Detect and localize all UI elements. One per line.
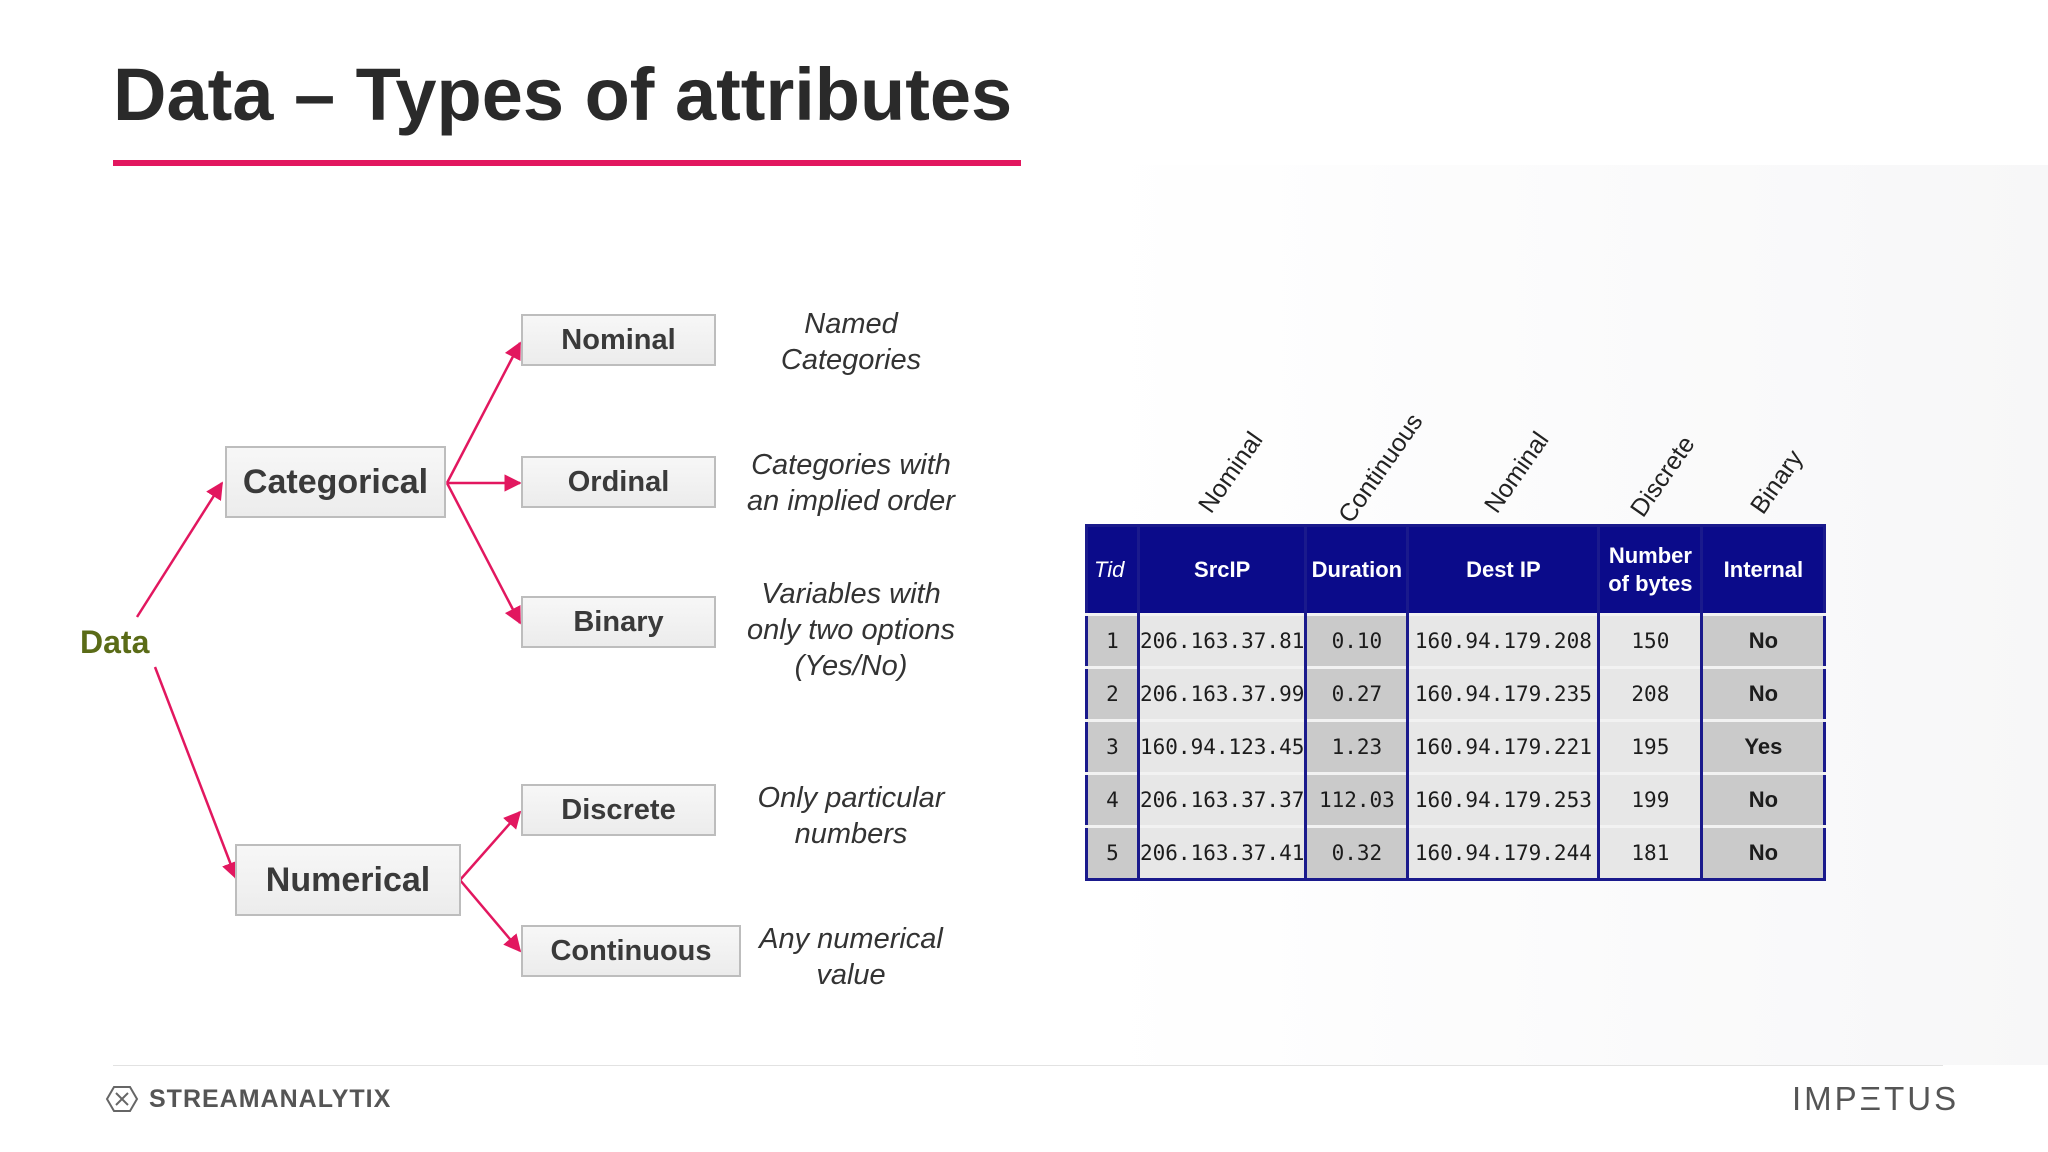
footer-divider xyxy=(113,1065,1943,1066)
cell-bytes: 208 xyxy=(1597,666,1702,721)
node-ordinal: Ordinal xyxy=(521,456,716,508)
cell-destip: 160.94.179.253 xyxy=(1406,772,1599,827)
arrow-numerical-continuous xyxy=(459,879,522,953)
cell-bytes: 181 xyxy=(1597,825,1702,880)
node-categorical: Categorical xyxy=(225,446,446,518)
header-bytes: Number of bytes xyxy=(1597,525,1702,615)
arrow-data-categorical xyxy=(135,481,224,618)
cell-internal: Yes xyxy=(1700,719,1825,774)
streamanalytix-wordmark: STREAMANALYTIX xyxy=(149,1084,392,1113)
desc-ordinal-line-2: an implied order xyxy=(747,485,955,517)
header-internal: Internal xyxy=(1700,525,1825,615)
table-row: 4 206.163.37.37 112.03 160.94.179.253 19… xyxy=(1086,772,1825,827)
cell-destip: 160.94.179.235 xyxy=(1406,666,1599,721)
desc-nominal-line-2: Categories xyxy=(780,344,922,376)
desc-discrete: Only particular numbers xyxy=(721,780,981,852)
cell-bytes: 195 xyxy=(1597,719,1702,774)
cell-internal: No xyxy=(1700,613,1825,668)
arrow-numerical-discrete xyxy=(459,810,522,881)
node-discrete: Discrete xyxy=(521,784,716,836)
node-binary: Binary xyxy=(521,596,716,648)
cell-duration: 0.10 xyxy=(1304,613,1408,668)
cell-tid: 2 xyxy=(1086,666,1139,721)
arrow-categorical-nominal xyxy=(445,341,522,484)
desc-binary-line-3: (Yes/No) xyxy=(794,650,908,682)
desc-discrete-line-2: numbers xyxy=(794,818,908,850)
header-destip: Dest IP xyxy=(1406,525,1599,615)
tree-root-data: Data xyxy=(80,624,150,660)
cell-srcip: 206.163.37.41 xyxy=(1136,825,1306,880)
cell-internal: No xyxy=(1700,666,1825,721)
table-row: 3 160.94.123.45 1.23 160.94.179.221 195 … xyxy=(1086,719,1825,774)
node-numerical: Numerical xyxy=(235,844,461,916)
cell-srcip: 206.163.37.37 xyxy=(1136,772,1306,827)
desc-ordinal: Categories with an implied order xyxy=(721,447,981,519)
header-tid: Tid xyxy=(1086,525,1139,615)
table-row: 1 206.163.37.81 0.10 160.94.179.208 150 … xyxy=(1086,613,1825,668)
header-bytes-line-1: Number xyxy=(1608,543,1692,568)
desc-ordinal-line-1: Categories with xyxy=(751,449,951,481)
streamanalytix-icon xyxy=(105,1086,139,1112)
data-table: Tid SrcIP Duration Dest IP Number of byt… xyxy=(1085,524,1827,881)
desc-binary: Variables with only two options (Yes/No) xyxy=(721,576,981,684)
cell-tid: 1 xyxy=(1086,613,1139,668)
cell-srcip: 160.94.123.45 xyxy=(1136,719,1306,774)
header-duration: Duration xyxy=(1304,525,1408,615)
node-continuous: Continuous xyxy=(521,925,741,977)
cell-tid: 4 xyxy=(1086,772,1139,827)
cell-bytes: 199 xyxy=(1597,772,1702,827)
table-row: 5 206.163.37.41 0.32 160.94.179.244 181 … xyxy=(1086,825,1825,880)
cell-duration: 112.03 xyxy=(1304,772,1408,827)
desc-continuous-line-1: Any numerical xyxy=(759,923,943,955)
slide-title: Data – Types of attributes xyxy=(113,53,1013,136)
cell-duration: 1.23 xyxy=(1304,719,1408,774)
desc-discrete-line-1: Only particular xyxy=(757,782,945,814)
desc-continuous: Any numerical value xyxy=(721,921,981,993)
desc-binary-line-1: Variables with xyxy=(761,578,941,610)
cell-bytes: 150 xyxy=(1597,613,1702,668)
cell-tid: 3 xyxy=(1086,719,1139,774)
cell-destip: 160.94.179.244 xyxy=(1406,825,1599,880)
header-srcip: SrcIP xyxy=(1136,525,1306,615)
cell-duration: 0.27 xyxy=(1304,666,1408,721)
cell-destip: 160.94.179.221 xyxy=(1406,719,1599,774)
desc-nominal: Named Categories xyxy=(721,306,981,378)
cell-tid: 5 xyxy=(1086,825,1139,880)
arrow-categorical-binary xyxy=(445,482,522,625)
cell-destip: 160.94.179.208 xyxy=(1406,613,1599,668)
cell-srcip: 206.163.37.81 xyxy=(1136,613,1306,668)
cell-internal: No xyxy=(1700,825,1825,880)
table-row: 2 206.163.37.99 0.27 160.94.179.235 208 … xyxy=(1086,666,1825,721)
table-header-row: Tid SrcIP Duration Dest IP Number of byt… xyxy=(1086,525,1825,615)
desc-binary-line-2: only two options xyxy=(747,614,955,646)
cell-duration: 0.32 xyxy=(1304,825,1408,880)
desc-continuous-line-2: value xyxy=(816,959,886,991)
cell-srcip: 206.163.37.99 xyxy=(1136,666,1306,721)
cell-internal: No xyxy=(1700,772,1825,827)
impetus-logo: IMPΞTUS xyxy=(1792,1080,1960,1117)
arrow-data-numerical xyxy=(153,666,239,880)
title-underline xyxy=(113,160,1021,166)
streamanalytix-logo: STREAMANALYTIX xyxy=(103,1083,391,1115)
header-bytes-line-2: of bytes xyxy=(1608,571,1693,596)
desc-nominal-line-1: Named xyxy=(804,308,898,340)
node-nominal: Nominal xyxy=(521,314,716,366)
